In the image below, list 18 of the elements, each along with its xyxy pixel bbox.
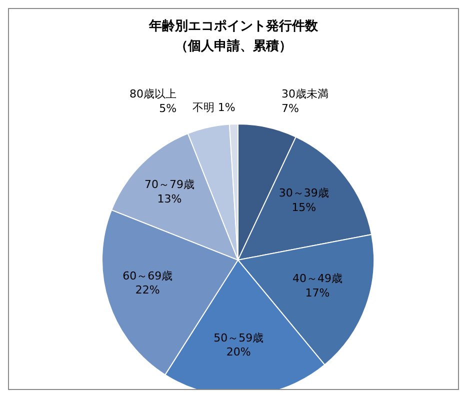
chart-subtitle: （個人申請、累積） xyxy=(174,38,293,56)
data-label: 15% xyxy=(292,200,316,214)
data-label: 5% xyxy=(159,102,177,115)
slice-label: 30～39歳 xyxy=(278,186,329,200)
slice-label: 80歳以上 xyxy=(130,88,177,101)
chart-title: 年齢別エコポイント発行件数 xyxy=(148,18,319,36)
slice-label: 50～59歳 xyxy=(214,331,264,344)
slice-label: 不明 xyxy=(192,100,214,114)
data-label: 7% xyxy=(281,102,299,115)
slice-label: 60～69歳 xyxy=(122,269,173,282)
data-label: 1% xyxy=(218,100,236,114)
data-label: 13% xyxy=(157,192,182,206)
slice-label: 70～79歳 xyxy=(144,178,195,192)
data-label: 22% xyxy=(135,284,160,297)
data-label: 17% xyxy=(305,286,330,300)
slice-label: 30歳未満 xyxy=(281,88,328,101)
data-label: 20% xyxy=(226,346,251,359)
slice-label: 40～49歳 xyxy=(292,272,342,286)
